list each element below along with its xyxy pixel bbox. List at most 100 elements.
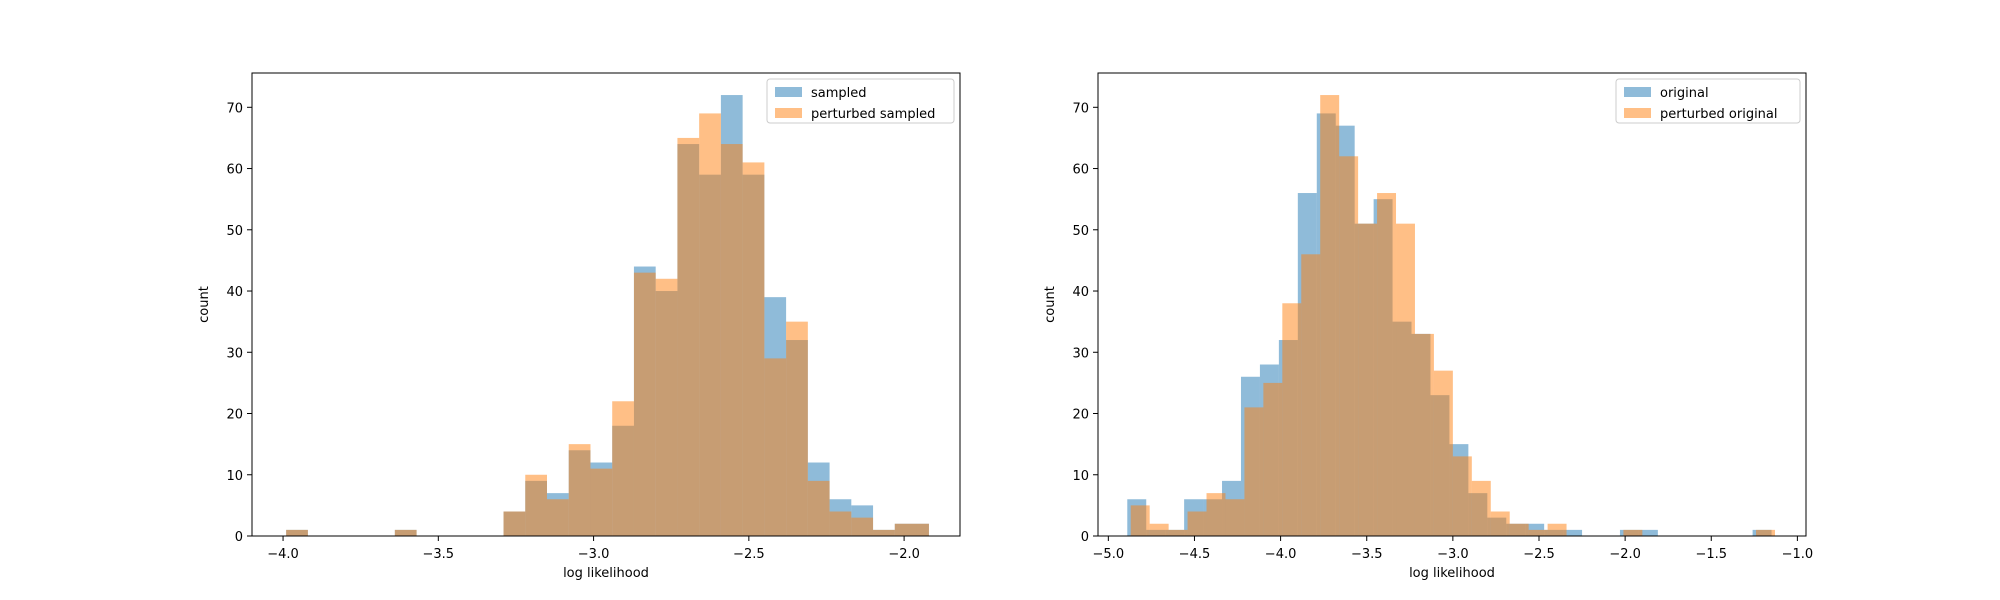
histogram-bar bbox=[1396, 223, 1415, 536]
histogram-bar bbox=[1149, 523, 1169, 536]
histogram-bar bbox=[590, 468, 613, 536]
histogram-bar bbox=[1756, 529, 1775, 536]
legend: sampled perturbed sampled bbox=[766, 78, 955, 124]
histogram-bar bbox=[1339, 156, 1359, 536]
histogram-bar bbox=[916, 523, 929, 536]
axes-frame bbox=[1097, 72, 1807, 537]
histogram-bar bbox=[1130, 505, 1150, 536]
series-perturbed-original bbox=[1130, 95, 1775, 537]
y-tick-label: 40 bbox=[226, 285, 243, 300]
histogram-bar bbox=[633, 272, 656, 536]
histogram-bar bbox=[1471, 480, 1491, 536]
x-tick-label: −4.0 bbox=[1265, 547, 1297, 562]
histogram-bar bbox=[1547, 523, 1567, 536]
histogram-bar bbox=[1168, 529, 1188, 536]
legend-swatch bbox=[775, 108, 802, 118]
legend-label: sampled bbox=[811, 86, 867, 101]
legend-swatch bbox=[775, 87, 802, 97]
histogram-bar bbox=[1358, 223, 1378, 536]
histogram-bar bbox=[1623, 529, 1643, 536]
histogram-panel-original: −5.0 −4.5 −4.0 −3.5 −3.0 −2.5 −2.0 −1.5 −1.0 0 10 2… bbox=[1043, 72, 1814, 581]
y-tick-label: 40 bbox=[1072, 285, 1089, 300]
y-tick-label: 20 bbox=[226, 408, 243, 423]
legend-label: perturbed original bbox=[1660, 107, 1778, 122]
histogram-bar bbox=[568, 444, 591, 536]
y-tick-label: 60 bbox=[226, 163, 243, 178]
series-perturbed-sampled bbox=[286, 113, 929, 537]
histogram-bar bbox=[1225, 499, 1245, 536]
x-tick-label: −2.0 bbox=[1609, 547, 1641, 562]
histogram-bar bbox=[1206, 493, 1226, 536]
histogram-bar bbox=[547, 499, 569, 536]
x-tick-label: −3.5 bbox=[1351, 547, 1383, 562]
histogram-bar bbox=[1187, 511, 1207, 536]
histogram-bar bbox=[655, 278, 678, 536]
histogram-bar bbox=[786, 321, 808, 536]
x-tick-label: −3.0 bbox=[1437, 547, 1469, 562]
histogram-bar bbox=[503, 511, 526, 536]
histogram-bar bbox=[286, 529, 308, 536]
legend: original perturbed original bbox=[1615, 78, 1801, 124]
histogram-bar bbox=[612, 401, 634, 536]
y-axis-label: count bbox=[1043, 286, 1058, 323]
histogram-bar bbox=[525, 474, 547, 536]
histogram-bar bbox=[699, 113, 721, 537]
y-tick-label: 30 bbox=[226, 346, 243, 361]
legend-label: original bbox=[1660, 86, 1709, 101]
y-tick-label: 30 bbox=[1072, 346, 1089, 361]
legend-box bbox=[1615, 78, 1801, 124]
histogram-bar bbox=[394, 529, 417, 536]
axes-frame bbox=[251, 72, 961, 537]
y-tick-label: 0 bbox=[1081, 530, 1089, 545]
y-tick-label: 10 bbox=[226, 469, 243, 484]
histogram-bar bbox=[1638, 529, 1658, 536]
histogram-bar bbox=[720, 144, 743, 536]
histogram-bar bbox=[1490, 511, 1510, 536]
histogram-bar bbox=[1414, 333, 1434, 536]
histogram-bar bbox=[764, 358, 787, 536]
histogram-bar bbox=[873, 529, 895, 536]
y-tick-label: 10 bbox=[1072, 469, 1089, 484]
histogram-panel-sampled: −4.0 −3.5 −3.0 −2.5 −2.0 0 10 20 30 40 50 60 70 log l… bbox=[197, 72, 961, 581]
histogram-bar bbox=[851, 517, 874, 536]
histogram-bar bbox=[894, 523, 917, 536]
legend-label: perturbed sampled bbox=[811, 107, 935, 122]
x-tick-label: −4.5 bbox=[1179, 547, 1211, 562]
y-tick-label: 0 bbox=[235, 530, 243, 545]
legend-swatch bbox=[1624, 87, 1651, 97]
histogram-bar bbox=[829, 511, 852, 536]
histogram-bar bbox=[1377, 193, 1397, 536]
x-tick-label: −2.0 bbox=[888, 547, 920, 562]
histogram-bar bbox=[1282, 303, 1302, 536]
histogram-bar bbox=[1528, 529, 1548, 536]
x-tick-label: −2.5 bbox=[733, 547, 765, 562]
x-tick-label: −3.0 bbox=[578, 547, 610, 562]
y-tick-label: 50 bbox=[1072, 224, 1089, 239]
x-tick-label: −1.0 bbox=[1782, 547, 1814, 562]
x-tick-label: −3.5 bbox=[423, 547, 455, 562]
x-tick-label: −4.0 bbox=[267, 547, 299, 562]
y-tick-label: 70 bbox=[1072, 101, 1089, 116]
histogram-bar bbox=[1301, 254, 1321, 536]
legend-swatch bbox=[1624, 108, 1651, 118]
histogram-bar bbox=[1433, 370, 1453, 536]
y-axis-label: count bbox=[197, 286, 212, 323]
y-tick-label: 60 bbox=[1072, 163, 1089, 178]
histogram-bar bbox=[742, 162, 765, 536]
x-tick-label: −2.5 bbox=[1523, 547, 1555, 562]
x-axis-label: log likelihood bbox=[1409, 566, 1495, 581]
histogram-bar bbox=[1320, 95, 1340, 537]
histogram-bar bbox=[1452, 456, 1472, 536]
y-tick-label: 70 bbox=[226, 101, 243, 116]
histogram-bar bbox=[677, 137, 700, 537]
histogram-bar bbox=[1509, 523, 1529, 536]
y-tick-label: 20 bbox=[1072, 408, 1089, 423]
x-tick-label: −5.0 bbox=[1093, 547, 1125, 562]
x-tick-label: −1.5 bbox=[1695, 547, 1727, 562]
legend-box bbox=[766, 78, 955, 124]
histogram-bar bbox=[807, 480, 830, 536]
histogram-bar bbox=[1263, 382, 1283, 536]
y-tick-label: 50 bbox=[226, 224, 243, 239]
histogram-bar bbox=[1563, 529, 1583, 536]
